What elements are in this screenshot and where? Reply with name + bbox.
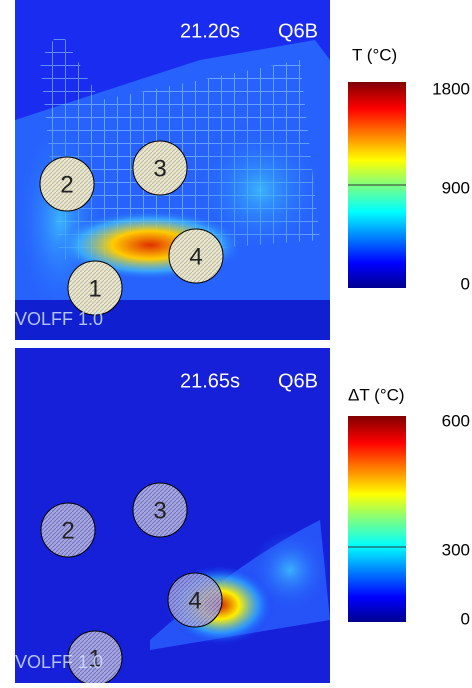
time-label: 21.65s: [180, 370, 240, 392]
marker-label: 3: [153, 155, 166, 182]
shot-label: Q6B: [278, 370, 318, 392]
marker-label: 2: [61, 517, 74, 544]
shot-label: Q6B: [278, 20, 318, 42]
colorbar-tick-label: 900: [442, 178, 470, 197]
marker-label: 4: [189, 243, 202, 270]
markers-2: 1 2 3 4: [40, 482, 223, 686]
time-label: 21.20s: [180, 20, 240, 42]
colorbar-1: T (°C) 1800 900 0: [348, 45, 470, 293]
marker-label: 4: [188, 587, 201, 614]
colorbar-title: T (°C): [352, 45, 397, 64]
watermark: VOLFF 1.0: [15, 309, 103, 329]
marker-label: 3: [153, 497, 166, 524]
marker-label: 1: [88, 645, 101, 672]
marker-label: 1: [88, 275, 101, 302]
colorbar-tick-label: 600: [442, 411, 470, 430]
watermark: VOLFF 1.0: [15, 652, 103, 672]
colorbar-tick-label: 0: [461, 609, 470, 628]
colorbar-tick-label: 0: [461, 274, 470, 293]
colorbar-tick-label: 1800: [432, 79, 470, 98]
marker-label: 2: [60, 171, 73, 198]
markers-1: 1 2 3 4: [39, 140, 224, 316]
colorbar-title: ΔT (°C): [348, 385, 405, 404]
colorbar-tick-label: 300: [442, 540, 470, 559]
colorbar-2: ΔT (°C) 600 300 0: [348, 385, 470, 628]
